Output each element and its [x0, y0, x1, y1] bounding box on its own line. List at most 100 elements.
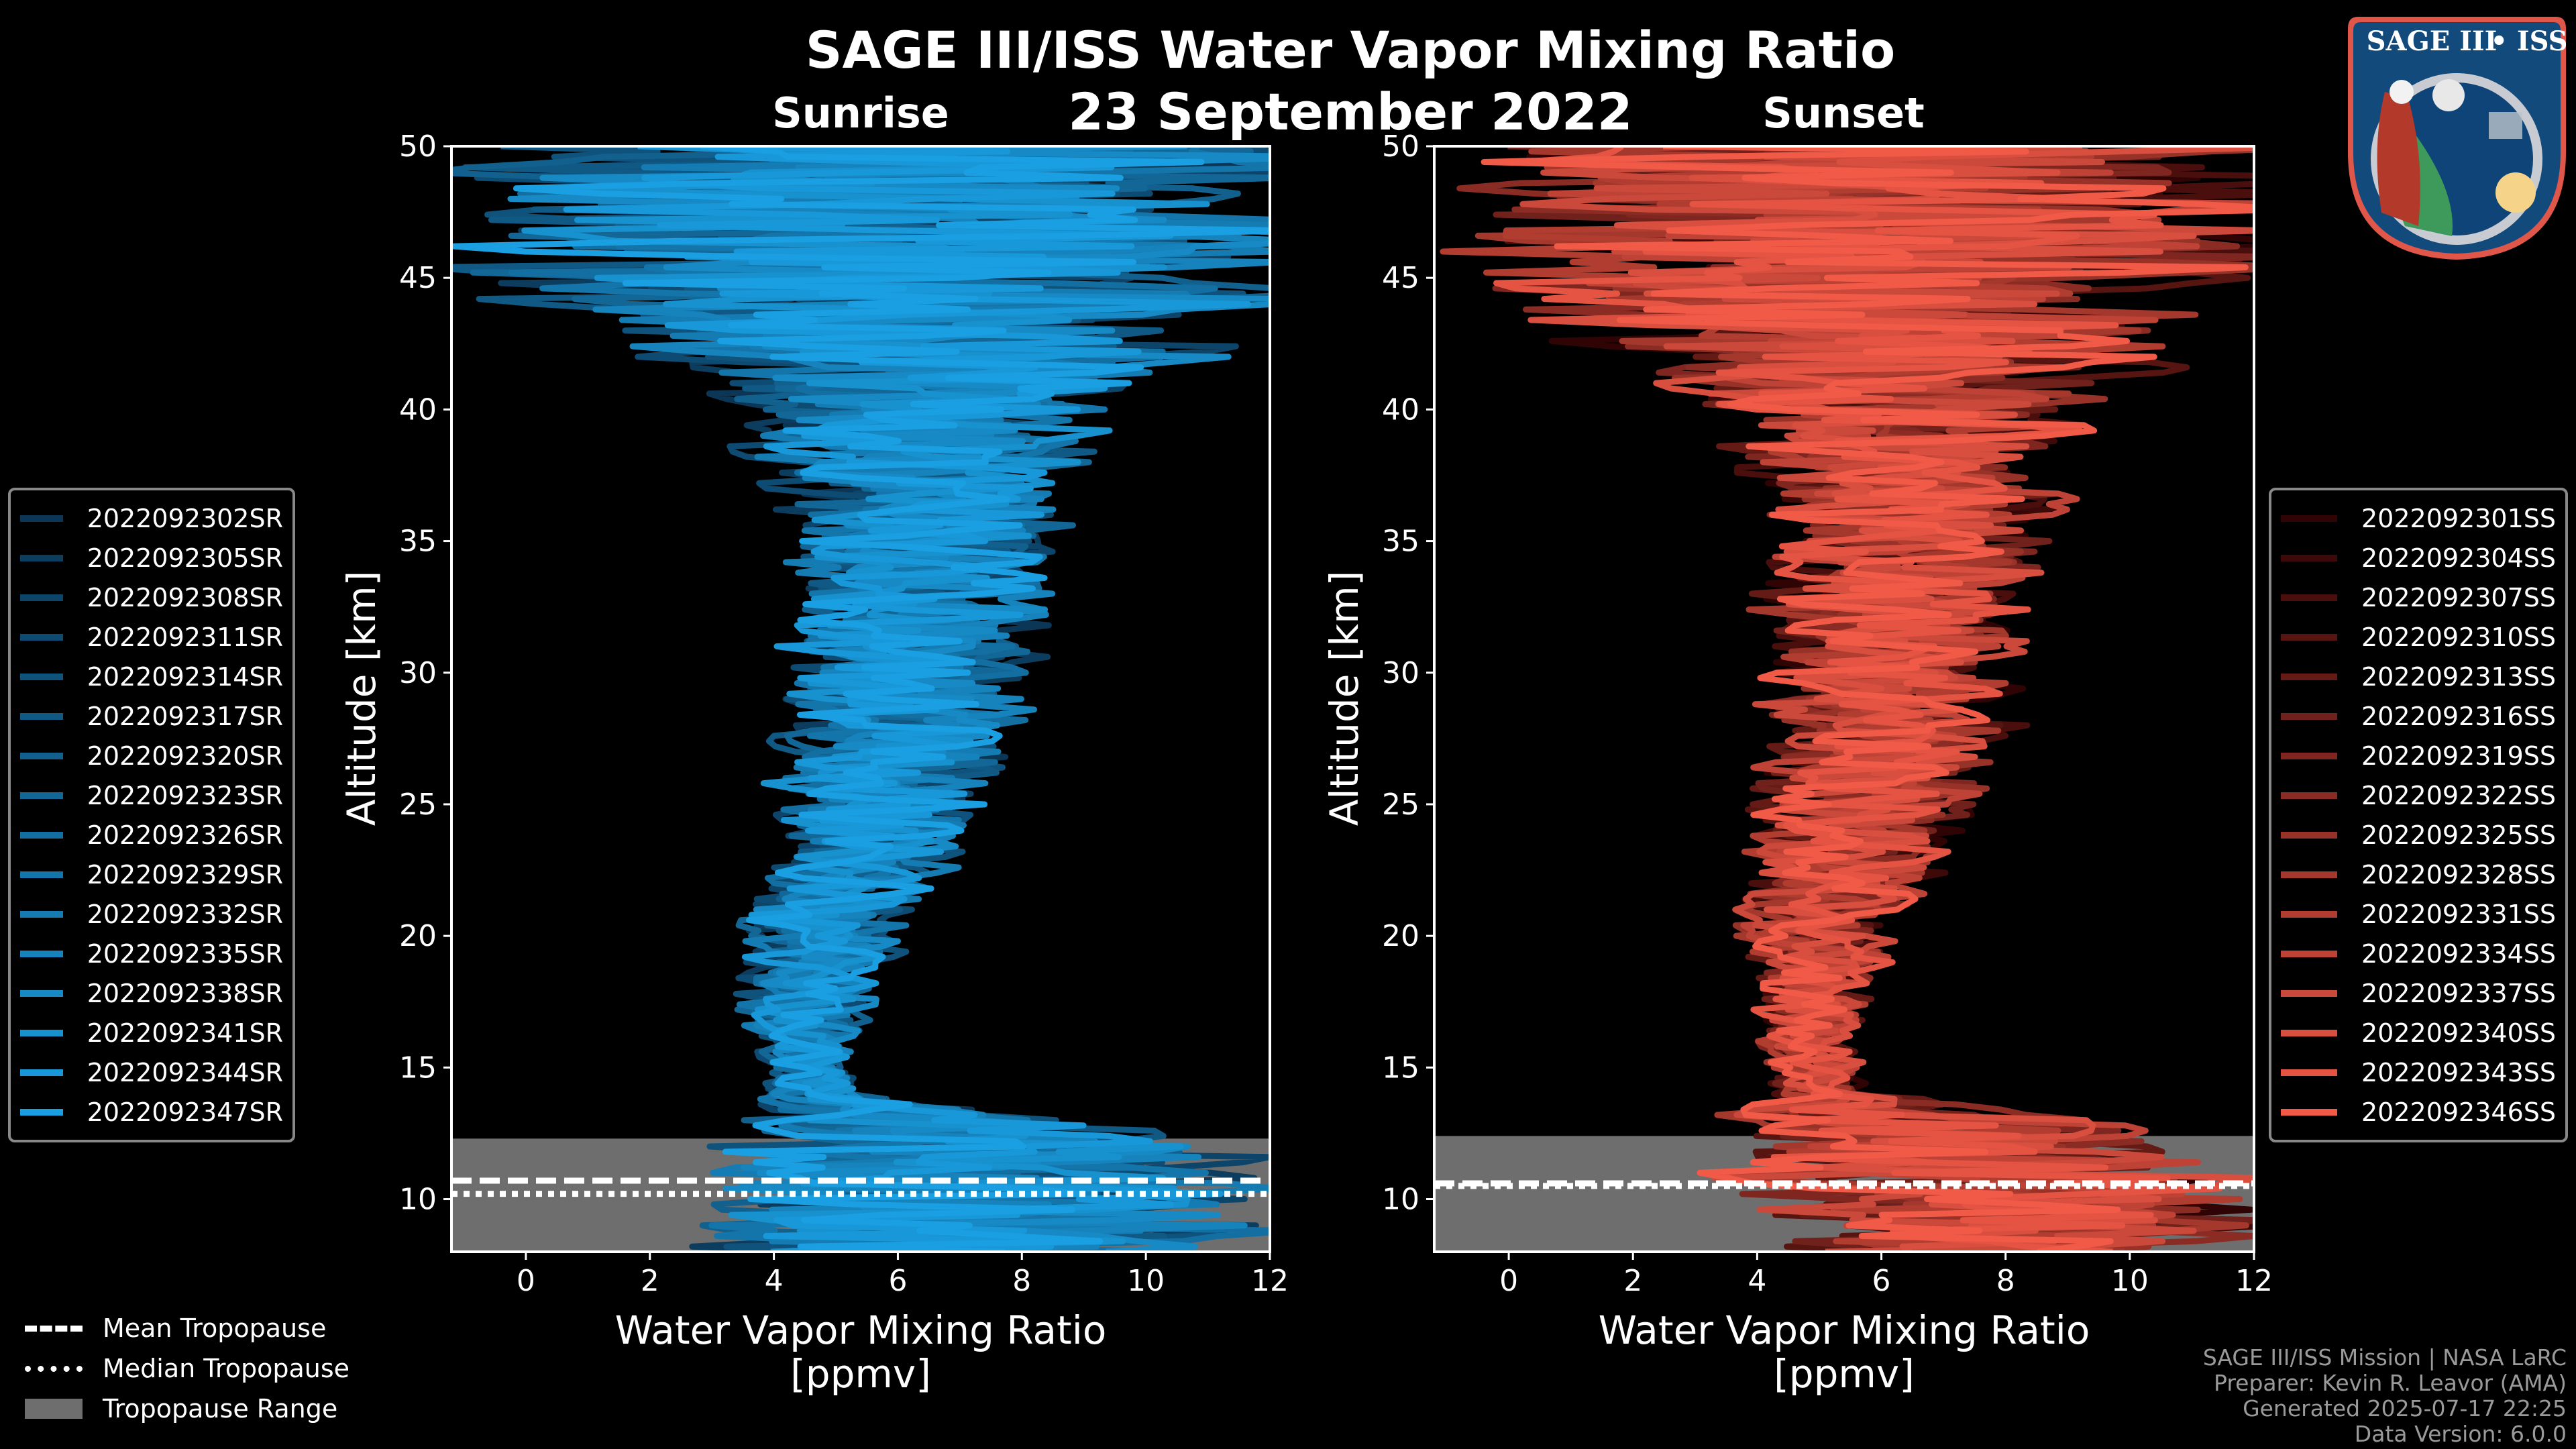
svg-text:SAGE III: SAGE III: [2367, 25, 2498, 57]
sunset-legend: 2022092301SS 2022092304SS 2022092307SS 2022…: [2269, 488, 2568, 1142]
legend-line-swatch: [20, 910, 63, 918]
credits: SAGE III/ISS Mission | NASA LaRC Prepare…: [2203, 1345, 2567, 1447]
legend-label: 2022092310SS: [2361, 622, 2556, 652]
legend-line-swatch: [2281, 910, 2337, 918]
legend-line-swatch: [2281, 792, 2337, 799]
legend-item: 2022092343SS: [2281, 1053, 2556, 1092]
legend-item: 2022092313SS: [2281, 657, 2556, 696]
legend-item: 2022092314SR: [20, 657, 283, 696]
y-tick-label: 45: [1382, 261, 1419, 295]
legend-line-swatch: [20, 515, 63, 522]
legend-label: 2022092340SS: [2361, 1018, 2556, 1048]
sunrise-subtitle: Sunrise: [772, 89, 949, 138]
legend-item: 2022092334SS: [2281, 934, 2556, 973]
legend-line-swatch: [2281, 554, 2337, 561]
legend-line-swatch: [20, 1029, 63, 1036]
axes-frame: [1433, 145, 2255, 1253]
legend-label: 2022092323SR: [87, 780, 283, 810]
legend-label: 2022092307SS: [2361, 582, 2556, 612]
sunrise-plot: 0 2 4 6 8 10 12 10 15 20 25 30 35 40 45 50 Water Vapor M…: [339, 129, 1289, 1397]
legend-line-swatch: [20, 792, 63, 799]
legend-label: 2022092314SR: [87, 661, 283, 692]
legend-item: 2022092316SS: [2281, 696, 2556, 736]
legend-label: Mean Tropopause: [103, 1313, 327, 1343]
x-axis-unit: [ppmv]: [1774, 1351, 1915, 1397]
legend-label: 2022092305SR: [87, 543, 283, 573]
credit-mission: SAGE III/ISS Mission | NASA LaRC: [2202, 1344, 2567, 1371]
legend-item: 2022092311SR: [20, 617, 283, 657]
y-tick-label: 50: [1382, 129, 1419, 164]
x-tick-label: 10: [1127, 1264, 1165, 1298]
legend-label: 2022092313SS: [2361, 661, 2556, 692]
figure-title: SAGE III/ISS Water Vapor Mixing Ratio: [805, 20, 1896, 80]
legend-line-swatch: [2281, 871, 2337, 878]
y-tick-label: 10: [399, 1183, 437, 1217]
y-axis-label: Altitude [km]: [1322, 571, 1367, 826]
legend-label: 2022092332SR: [87, 899, 283, 929]
legend-item: 2022092305SR: [20, 538, 283, 578]
legend-label: 2022092317SR: [87, 701, 283, 731]
gray-patch-icon: [25, 1399, 83, 1419]
legend-line-swatch: [2281, 633, 2337, 641]
legend-label: 2022092328SS: [2361, 859, 2556, 890]
x-axis-label: Water Vapor Mixing Ratio: [1599, 1307, 2090, 1353]
legend-line-swatch: [20, 712, 63, 720]
legend-item: 2022092338SR: [20, 973, 283, 1013]
legend-label: 2022092344SR: [87, 1057, 283, 1087]
y-tick-label: 50: [399, 129, 437, 164]
svg-text:• ISS: • ISS: [2490, 25, 2567, 57]
x-tick-label: 4: [1748, 1264, 1766, 1298]
legend-item: 2022092326SR: [20, 815, 283, 855]
legend-mean-tropopause: Mean Tropopause: [25, 1308, 350, 1348]
dashed-line-icon: [25, 1325, 83, 1332]
legend-item: 2022092317SR: [20, 696, 283, 736]
legend-label: 2022092338SR: [87, 978, 283, 1008]
legend-label: 2022092320SR: [87, 741, 283, 771]
x-tick-label: 6: [888, 1264, 907, 1298]
legend-label: 2022092341SR: [87, 1018, 283, 1048]
x-axis-label: Water Vapor Mixing Ratio: [615, 1307, 1107, 1353]
legend-item: 2022092308SR: [20, 578, 283, 617]
axes-frame: [450, 145, 1271, 1253]
legend-item: 2022092310SS: [2281, 617, 2556, 657]
legend-label: Tropopause Range: [103, 1394, 338, 1424]
x-tick-label: 0: [517, 1264, 535, 1298]
legend-line-swatch: [2281, 1029, 2337, 1036]
y-tick-label: 30: [399, 656, 437, 690]
y-tick-label: 35: [1382, 525, 1419, 559]
legend-label: 2022092346SS: [2361, 1097, 2556, 1127]
legend-label: 2022092325SS: [2361, 820, 2556, 850]
tropopause-legend: Mean Tropopause Median Tropopause Tropop…: [25, 1308, 350, 1429]
profile-line-2022092340SS: [1527, 146, 2254, 1252]
sage-iii-iss-mission-logo: SAGE III • ISS: [2348, 17, 2568, 260]
legend-line-swatch: [2281, 831, 2337, 839]
legend-label: 2022092335SR: [87, 938, 283, 969]
sunset-subtitle: Sunset: [1762, 89, 1925, 138]
legend-line-swatch: [20, 1108, 63, 1116]
y-tick-label: 25: [399, 788, 437, 822]
legend-line-swatch: [20, 554, 63, 561]
legend-line-swatch: [2281, 712, 2337, 720]
credit-generated: Generated 2025-07-17 22:25: [2243, 1395, 2567, 1421]
legend-item: 2022092322SS: [2281, 775, 2556, 815]
legend-item: 2022092320SR: [20, 736, 283, 775]
legend-line-swatch: [20, 989, 63, 997]
legend-line-swatch: [20, 673, 63, 680]
legend-item: 2022092319SS: [2281, 736, 2556, 775]
legend-line-swatch: [20, 1069, 63, 1076]
legend-line-swatch: [2281, 1108, 2337, 1116]
x-tick-label: 2: [641, 1264, 659, 1298]
sunrise-legend: 2022092302SR 2022092305SR 2022092308SR 2022…: [8, 488, 295, 1142]
legend-label: 2022092331SS: [2361, 899, 2556, 929]
legend-line-swatch: [2281, 515, 2337, 522]
legend-line-swatch: [20, 594, 63, 601]
legend-line-swatch: [2281, 594, 2337, 601]
y-axis-label: Altitude [km]: [339, 571, 384, 826]
x-tick-label: 8: [1012, 1264, 1031, 1298]
legend-line-swatch: [2281, 950, 2337, 957]
y-tick-label: 15: [1382, 1051, 1419, 1085]
legend-item: 2022092301SS: [2281, 498, 2556, 538]
legend-tropopause-range: Tropopause Range: [25, 1389, 350, 1429]
figure-date: 23 September 2022: [1068, 82, 1633, 142]
